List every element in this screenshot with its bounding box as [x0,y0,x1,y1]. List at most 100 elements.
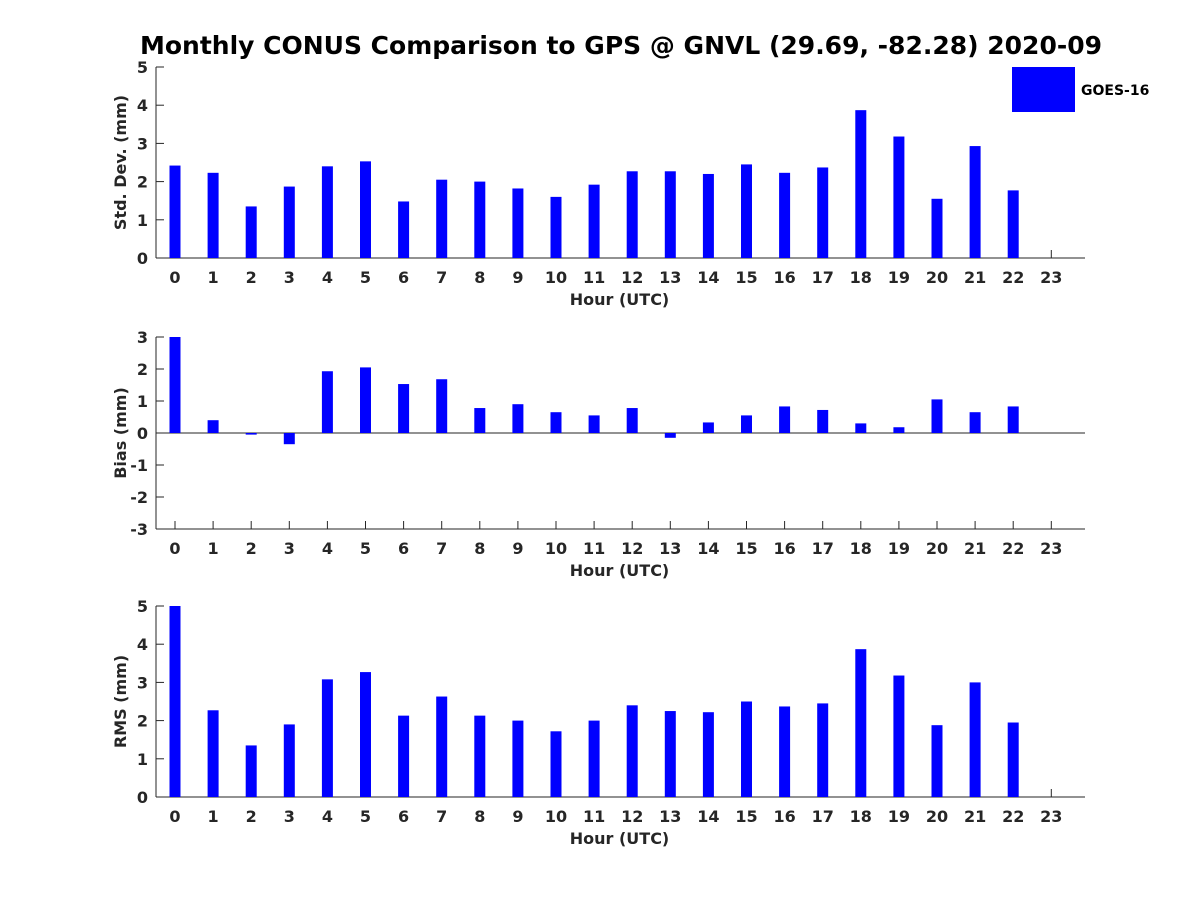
rms-bar-hour-6 [398,715,410,797]
bias-x-tick-label: 0 [169,539,180,558]
std-dev-x-tick-label: 17 [812,268,834,287]
rms-y-tick-label: 1 [137,750,148,769]
rms-x-tick-label: 19 [888,807,910,826]
std-dev-bar-hour-15 [741,164,752,258]
std-dev-y-tick-label: 5 [137,58,148,77]
bias-bar-hour-16 [779,406,791,433]
bias-bar-hour-22 [1007,406,1019,433]
rms-x-tick-label: 14 [697,807,719,826]
bias-x-tick-label: 21 [964,539,986,558]
bias-bar-hour-7 [436,379,448,433]
bias-y-tick-label: -3 [130,520,148,539]
std-dev-x-tick-label: 16 [773,268,795,287]
rms-y-tick-label: 2 [137,712,148,731]
std-dev-y-tick-label: 4 [137,96,148,115]
rms-x-tick-label: 0 [169,807,180,826]
bias-bar-hour-17 [817,409,829,433]
bias-x-tick-label: 15 [735,539,757,558]
rms-x-tick-label: 17 [812,807,834,826]
rms-x-tick-label: 15 [735,807,757,826]
std-dev-bar-hour-2 [245,206,257,258]
std-dev-x-tick-label: 11 [583,268,605,287]
std-dev-x-tick-label: 13 [659,268,681,287]
bias-x-tick-label: 1 [208,539,219,558]
rms-x-tick-label: 7 [436,807,447,826]
std-dev-x-tick-label: 12 [621,268,643,287]
bias-y-tick-label: 1 [137,392,148,411]
rms-y-tick-label: 0 [137,788,148,807]
std-dev-y-tick-label: 2 [137,173,148,192]
bias-bar-hour-21 [969,412,981,433]
std-dev-bar-hour-11 [588,184,600,258]
rms-x-axis-label: Hour (UTC) [570,829,670,848]
std-dev-x-tick-label: 14 [697,268,719,287]
rms-bar-hour-8 [474,715,486,797]
bias-x-tick-label: 8 [474,539,485,558]
std-dev-bar-hour-10 [550,196,562,258]
bias-x-tick-label: 5 [360,539,371,558]
std-dev-bar-hour-5 [360,161,371,258]
bias-x-tick-label: 22 [1002,539,1024,558]
rms-bar-hour-22 [1007,722,1019,797]
bias-bar-hour-1 [207,420,219,433]
std-dev-y-tick-label: 3 [137,134,148,153]
bias-x-tick-label: 13 [659,539,681,558]
std-dev-bar-hour-14 [702,173,714,258]
legend: GOES-16 [1012,67,1149,112]
std-dev-bar-hour-12 [626,171,638,258]
std-dev-x-tick-label: 1 [208,268,219,287]
std-dev-bar-hour-1 [207,172,219,258]
rms-bar-hour-4 [321,679,333,797]
bias-y-tick-label: -1 [130,456,148,475]
bias-y-tick-label: 2 [137,360,148,379]
rms-bar-hour-3 [283,724,295,797]
bias-bar-hour-10 [550,412,562,433]
rms-bar-hour-10 [550,731,562,797]
rms-bar-hour-19 [893,675,905,797]
rms-x-tick-label: 18 [850,807,872,826]
std-dev-x-tick-label: 9 [512,268,523,287]
rms-bar-hour-2 [245,745,257,797]
bias-x-tick-label: 9 [512,539,523,558]
bias-bar-hour-15 [741,415,752,433]
bias-bar-hour-8 [474,408,486,433]
bias-x-tick-label: 10 [545,539,567,558]
rms-x-tick-label: 6 [398,807,409,826]
rms-x-tick-label: 16 [773,807,795,826]
std-dev-bar-hour-21 [969,146,981,258]
rms-bar-hour-14 [702,712,714,797]
bias-x-tick-label: 20 [926,539,948,558]
bias-x-tick-label: 7 [436,539,447,558]
bias-y-axis-label: Bias (mm) [111,387,130,479]
std-dev-bar-hour-6 [398,201,410,258]
std-dev-x-tick-label: 22 [1002,268,1024,287]
std-dev-bar-hour-13 [664,171,676,258]
rms-x-tick-label: 2 [246,807,257,826]
rms-x-tick-label: 23 [1040,807,1062,826]
bias-bar-hour-18 [855,423,867,433]
bias-bar-hour-6 [398,384,410,433]
std-dev-bar-hour-7 [436,179,448,258]
bias-y-tick-label: 3 [137,328,148,347]
std-dev-bar-hour-20 [931,198,943,258]
std-dev-x-tick-label: 21 [964,268,986,287]
rms-bar-hour-9 [512,720,524,797]
std-dev-x-tick-label: 19 [888,268,910,287]
rms-x-tick-label: 8 [474,807,485,826]
rms-x-tick-label: 11 [583,807,605,826]
bias-bar-hour-11 [588,415,600,433]
bias-bar-hour-4 [321,371,333,433]
rms-y-axis-label: RMS (mm) [111,655,130,748]
std-dev-x-tick-label: 6 [398,268,409,287]
std-dev-x-tick-label: 10 [545,268,567,287]
rms-y-tick-label: 3 [137,673,148,692]
bias-bar-hour-5 [360,367,371,433]
rms-bar-hour-0 [169,606,181,797]
bias-x-tick-label: 23 [1040,539,1062,558]
bias-x-tick-label: 12 [621,539,643,558]
bias-bar-hour-9 [512,404,524,433]
rms-bar-hour-1 [207,710,219,797]
